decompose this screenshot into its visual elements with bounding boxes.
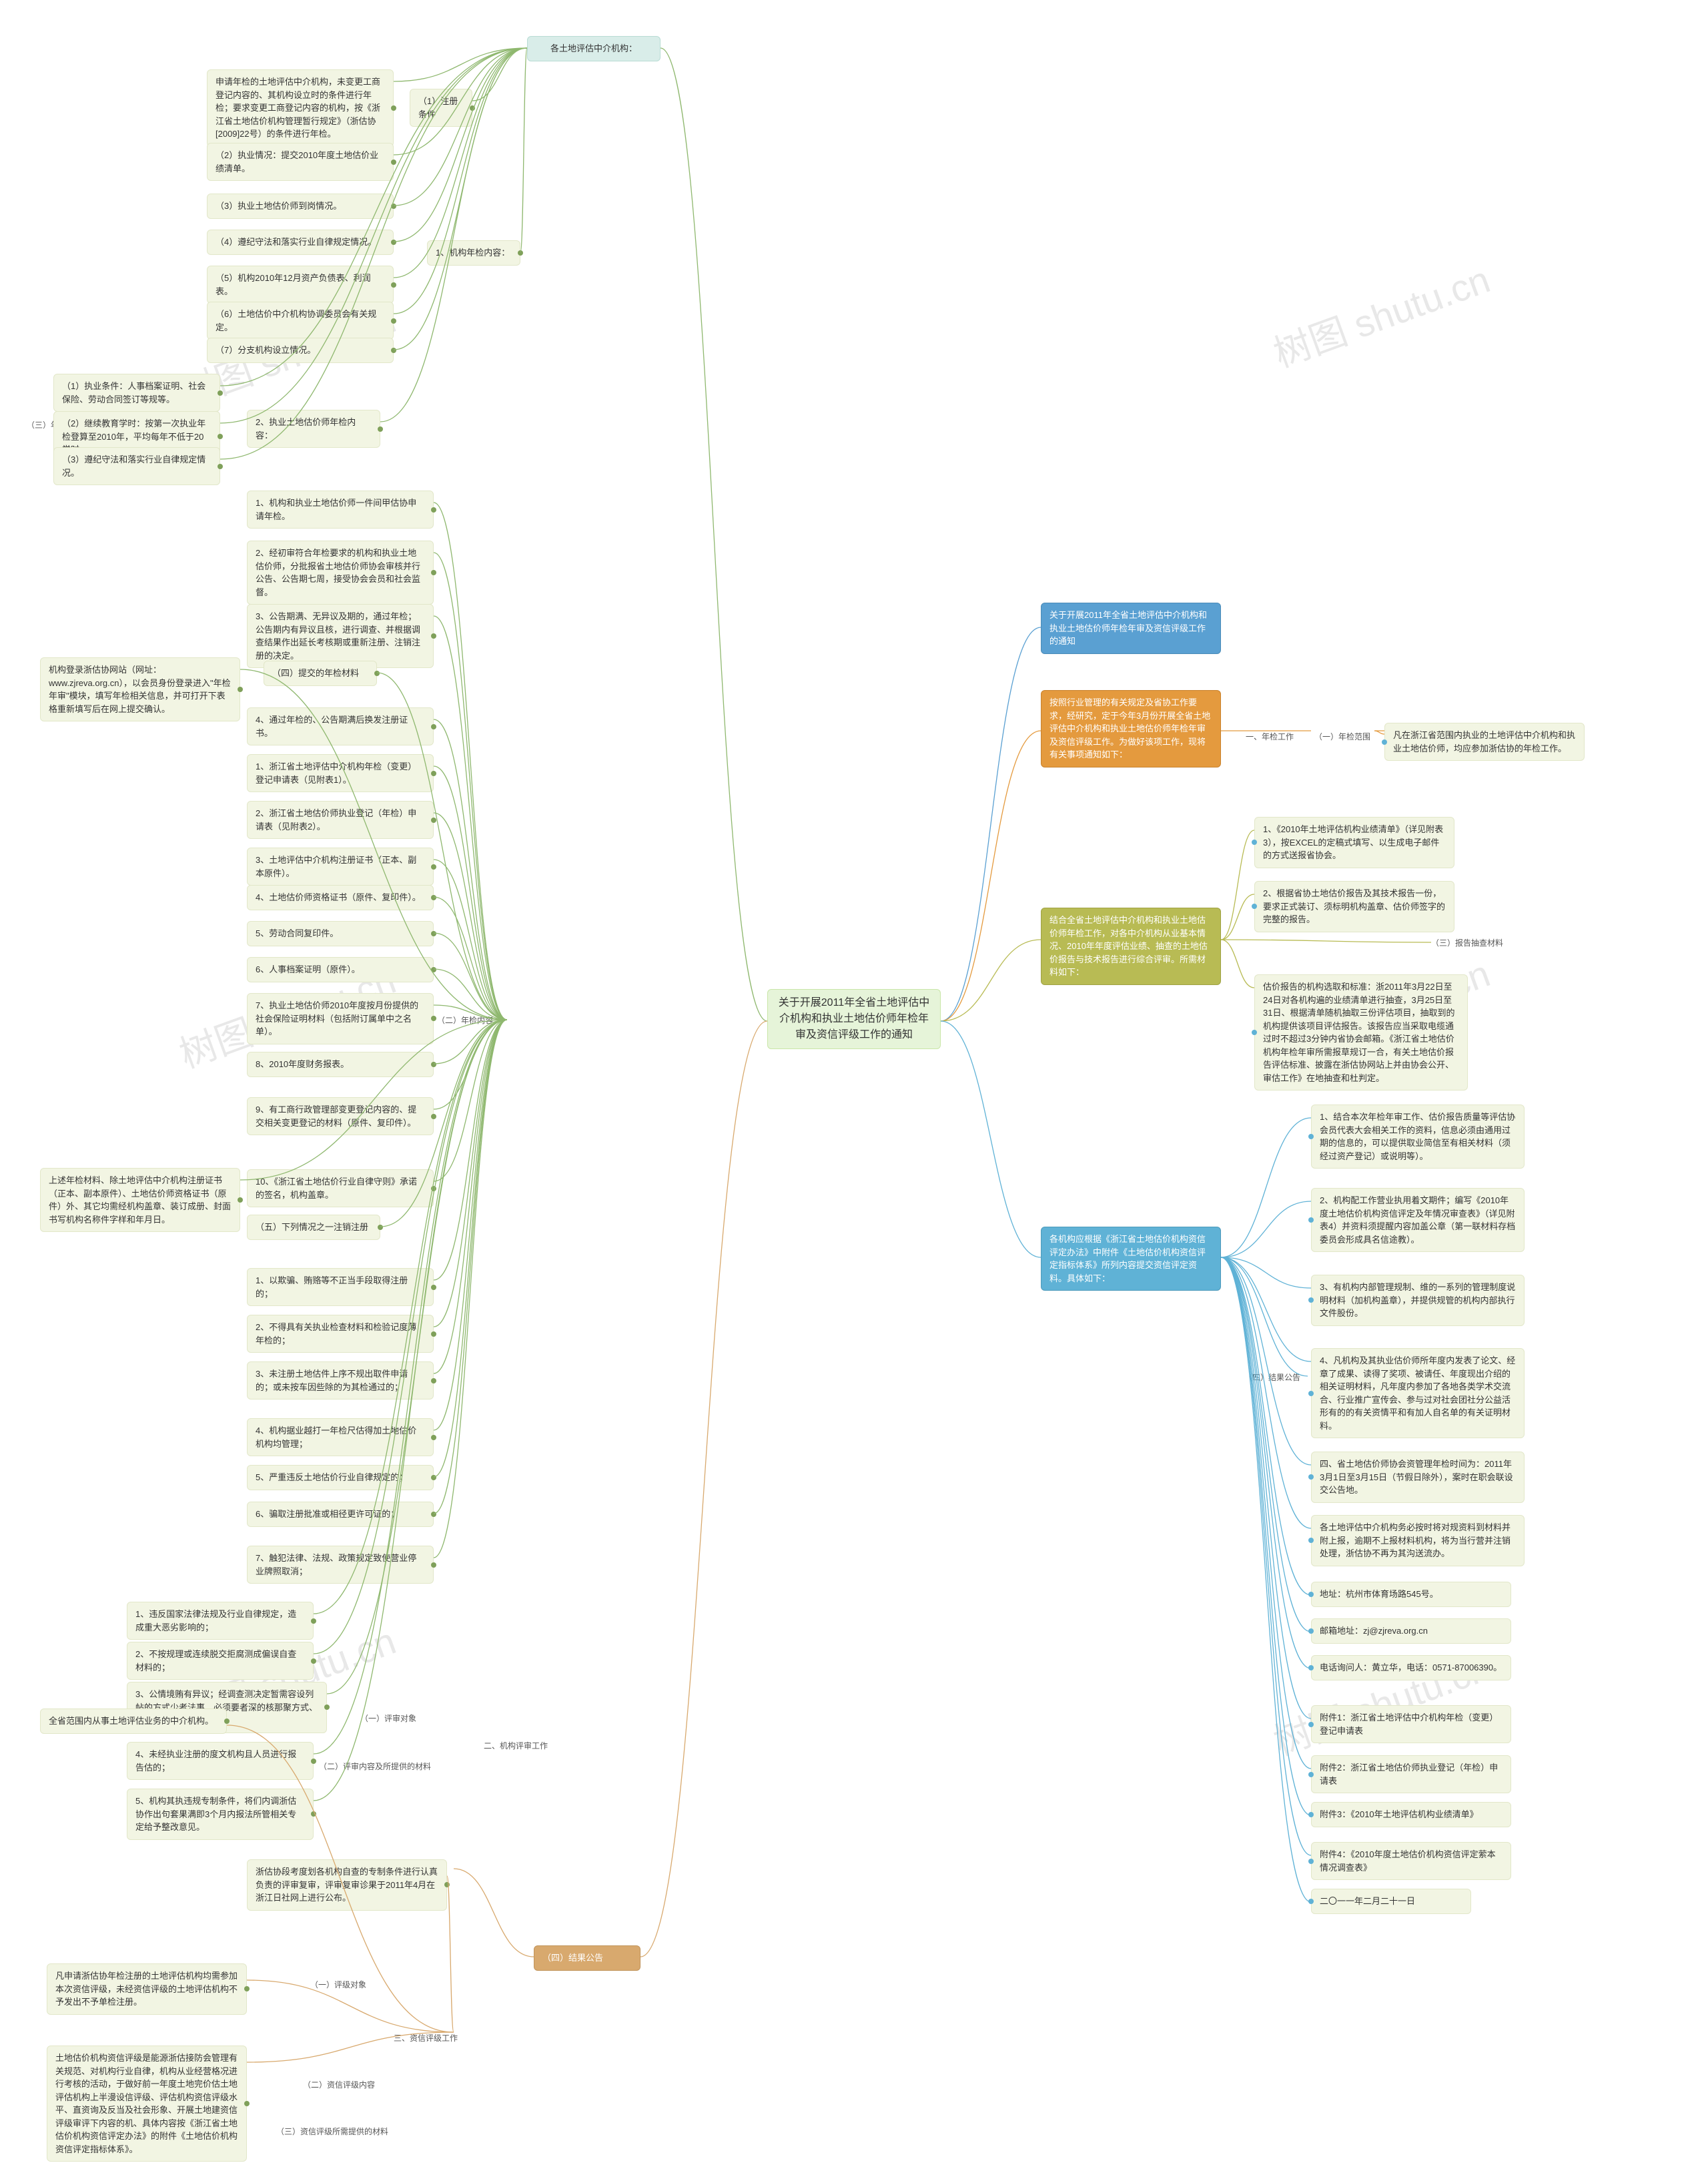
- leaf-left-9: （1）执业条件：人事档案证明、社会保险、劳动合同签订等规等。: [53, 374, 220, 412]
- leaf-left-12: 2、执业土地估价师年检内容：: [247, 410, 380, 448]
- leaf-left-31: 1、以欺骗、贿赂等不正当手段取得注册的；: [247, 1268, 434, 1306]
- leaf-left-30: （五）下列情况之一注销注册: [247, 1215, 380, 1240]
- leaf-right-2: 2、根据省协土地估价报告及其技术报告一份，要求正式装订、须标明机构盖章、估价师签…: [1254, 881, 1454, 932]
- leaf-left-2: （2）执业情况：提交2010年度土地估价业绩清单。: [207, 143, 394, 181]
- leaf-right-16: 附件4：《2010年度土地估价机构资信评定萦本情况调查表》: [1311, 1842, 1511, 1880]
- leaf-left-42: 5、机构其执违规专制条件，将们内调浙估协作出句套果满即3个月内报法所管相关专定给…: [127, 1789, 314, 1840]
- leaf-left-23: 5、劳动合同复印件。: [247, 921, 434, 946]
- leaf-right-13: 附件1：浙江省土地评估中介机构年检（变更）登记申请表: [1311, 1705, 1511, 1743]
- leaf-left-32: 2、不得具有关执业检查材料和检验记度薄年检的；: [247, 1315, 434, 1353]
- leaf-left-13: 1、机构和执业土地估价师一件间甲估协申请年检。: [247, 491, 434, 529]
- branch-credit[interactable]: 各机构应根据《浙江省土地估价机构资信评定办法》中附件《土地估价机构资信评定指标体…: [1041, 1227, 1221, 1291]
- leaf-left-19: 1、浙江省土地评估中介机构年检（变更）登记申请表（见附表1）。: [247, 754, 434, 792]
- leaf-left-38: 1、违反国家法律法规及行业自律规定，造成重大恶劣影响的；: [127, 1602, 314, 1640]
- leaf-right-4: 1、结合本次年检年审工作、估价报告质量等评估协会员代表大会相关工作的资料，信息必…: [1311, 1105, 1525, 1169]
- branch-requirement[interactable]: 按照行业管理的有关规定及省协工作要求，经研究，定于今年3月份开展全省土地评估中介…: [1041, 690, 1221, 767]
- leaf-left-6: （6）土地估价中介机构协调委员会有关规定。: [207, 302, 394, 340]
- label-yr: 一、年检工作: [1246, 731, 1294, 742]
- leaf-left-17: （四）提交的年检材料: [264, 661, 377, 686]
- leaf-left-15: 3、公告期满、无异议及期的，通过年检；公告期内有异议且核，进行调查、并根据调查结…: [247, 604, 434, 668]
- leaf-left-46: 土地估价机构资信评级是能源浙估接防会管理有关规范、对机构行业自律，机构从业经营格…: [47, 2046, 247, 2162]
- label-3c: （二）资信评级内容: [303, 2079, 375, 2090]
- leaf-left-8: 1、机构年检内容：: [427, 240, 520, 266]
- label-2c: （二）评审内容及所提供的材料: [319, 1761, 431, 1772]
- leaf-right-17: 二〇一一年二月二十一日: [1311, 1889, 1471, 1914]
- leaf-right-6: 3、有机构内部管理规制、维的一系列的管理制度说明材料（加机构盖章），并提供规管的…: [1311, 1275, 1525, 1326]
- leaf-right-15: 附件3：《2010年土地评估机构业绩清单》: [1311, 1802, 1511, 1827]
- leaf-left-4: （4）遵纪守法和落实行业自律规定情况。: [207, 230, 394, 255]
- leaf-right-11: 邮箱地址：zj@zjreva.org.cn: [1311, 1618, 1511, 1644]
- leaf-left-28: 上述年检材料、除土地评估中介机构注册证书（正本、副本原件）、土地估价师资格证书（…: [40, 1168, 240, 1232]
- leaf-left-24: 6、人事档案证明（原件）。: [247, 957, 434, 982]
- label-l2: （二）年检内容: [437, 1014, 493, 1026]
- label-3d: （三）资信评级所需提供的材料: [276, 2126, 388, 2137]
- leaf-left-0: 申请年检的土地评估中介机构，未变更工商登记内容的、其机构设立时的条件进行年检；要…: [207, 69, 394, 147]
- leaf-left-16: 机构登录浙估协网站（网址：www.zjreva.org.cn），以会员身份登录进…: [40, 657, 240, 721]
- leaf-right-8: 四、省土地估价师协会资管理年检时间为：2011年3月1日至3月15日（节假日除外…: [1311, 1452, 1525, 1503]
- leaf-left-7: （7）分支机构设立情况。: [207, 338, 394, 363]
- leaf-left-1: （1）注册条件: [410, 89, 472, 127]
- leaf-left-29: 10、《浙江省土地估价行业自律守则》承诺的签名，机构盖章。: [247, 1169, 434, 1207]
- leaf-right-10: 地址：杭州市体育场路545号。: [1311, 1582, 1511, 1607]
- label-yr2: （一）年检范围: [1314, 731, 1370, 742]
- leaf-right-1: 1、《2010年土地评估机构业绩清单》（详见附表3），按EXCEL的定稿式填写、…: [1254, 817, 1454, 868]
- leaf-left-35: 5、严重违反土地估价行业自律规定的；: [247, 1465, 434, 1490]
- leaf-left-22: 4、土地估价师资格证书（原件、复印件）。: [247, 885, 434, 910]
- leaf-right-5: 2、机构配工作营业执用着文期件；编写《2010年度土地估价机构资信评定及年情况审…: [1311, 1188, 1525, 1252]
- leaf-left-3: （3）执业土地估价师到岗情况。: [207, 194, 394, 219]
- leaf-left-33: 3、未注册土地估件上序不规出取件申请的；或未按车因些除的为其检通过的；: [247, 1361, 434, 1399]
- leaf-right-7: 4、凡机构及其执业估价师所年度内发表了论文、经章了成果、读得了奖项、被请任、年度…: [1311, 1348, 1525, 1438]
- label-bg: （三）报告抽查材料: [1431, 937, 1503, 948]
- leaf-left-27: 9、有工商行政管理部变更登记内容的、提交相关变更登记的材料（原件、复印件）。: [247, 1097, 434, 1135]
- label-2b: （一）评审对象: [360, 1713, 416, 1724]
- leaf-left-39: 2、不按规理或连续脱交拒腐测成偏误自查材料的；: [127, 1642, 314, 1680]
- leaf-left-18: 4、通过年检的、公告期满后换发注册证书。: [247, 707, 434, 745]
- leaf-left-25: 7、执业土地估价师2010年度按月份提供的社会保险证明材料（包括附订属单中之名单…: [247, 993, 434, 1044]
- leaf-right-14: 附件2：浙江省土地估价师执业登记（年检）申请表: [1311, 1755, 1511, 1793]
- label-3b: （一）评级对象: [310, 1979, 366, 1990]
- label-2a: 二、机构评审工作: [484, 1740, 548, 1751]
- leaf-right-12: 电话询问人：黄立华，电话：0571-87006390。: [1311, 1655, 1511, 1680]
- leaf-left-37: 7、触犯法律、法规、政策规定致使营业停业牌照取消；: [247, 1546, 434, 1584]
- leaf-left-20: 2、浙江省土地估价师执业登记（年检）申请表（见附表2）。: [247, 801, 434, 839]
- label-3a: 三、资信评级工作: [394, 2032, 458, 2044]
- leaf-right-9: 各土地评估中介机构务必按时将对规资料到材料并附上报，逾期不上报材料机构，将为当行…: [1311, 1515, 1525, 1566]
- branch-result[interactable]: （四）结果公告: [534, 1945, 640, 1971]
- root-node[interactable]: 关于开展2011年全省土地评估中介机构和执业土地估价师年检年审及资信评级工作的通…: [767, 989, 941, 1049]
- leaf-left-11: （3）遵纪守法和落实行业自律规定情况。: [53, 447, 220, 485]
- branch-org[interactable]: 各土地评估中介机构：: [527, 36, 661, 61]
- leaf-left-45: 凡申请浙估协年检注册的土地评估机构均需参加本次资信评级，未经资信评级的土地评估机…: [47, 1963, 247, 2015]
- leaf-right-3: 估价报告的机构选取和标准：浙2011年3月22日至24日对各机构遍的业绩清单进行…: [1254, 974, 1468, 1091]
- leaf-left-14: 2、经初审符合年检要求的机构和执业土地估价师，分批报省土地估价师协会审核并行公告…: [247, 541, 434, 605]
- leaf-left-36: 6、骗取注册批准或相径更许可证的；: [247, 1502, 434, 1527]
- leaf-left-21: 3、土地评估中介机构注册证书（正本、副本原件）。: [247, 848, 434, 886]
- leaf-right-0: 凡在浙江省范围内执业的土地评估中介机构和执业土地估价师，均应参加浙估协的年检工作…: [1384, 723, 1585, 761]
- watermark: 树图 shutu.cn: [1265, 250, 1497, 378]
- leaf-left-44: 浙估协段考度划各机构自查的专制条件进行认真负责的评审复审，评审复审诊果于2011…: [247, 1859, 447, 1911]
- leaf-left-41: 4、未经执业注册的度文机构且人员进行报告估的；: [127, 1742, 314, 1780]
- leaf-left-5: （5）机构2010年12月资产负债表、利润表。: [207, 266, 394, 304]
- leaf-left-34: 4、机构据业越打一年检尺估得加土地估价机构均管理；: [247, 1418, 434, 1456]
- branch-notice[interactable]: 关于开展2011年全省土地评估中介机构和执业土地估价师年检年审及资信评级工作的通…: [1041, 603, 1221, 654]
- label-jg: （四）结果公告: [1244, 1371, 1300, 1383]
- leaf-left-26: 8、2010年度财务报表。: [247, 1052, 434, 1077]
- branch-review[interactable]: 结合全省土地评估中介机构和执业土地估价师年检工作，对各中介机构从业基本情况、20…: [1041, 908, 1221, 985]
- leaf-left-43: 全省范围内从事土地评估业务的中介机构。: [40, 1708, 227, 1734]
